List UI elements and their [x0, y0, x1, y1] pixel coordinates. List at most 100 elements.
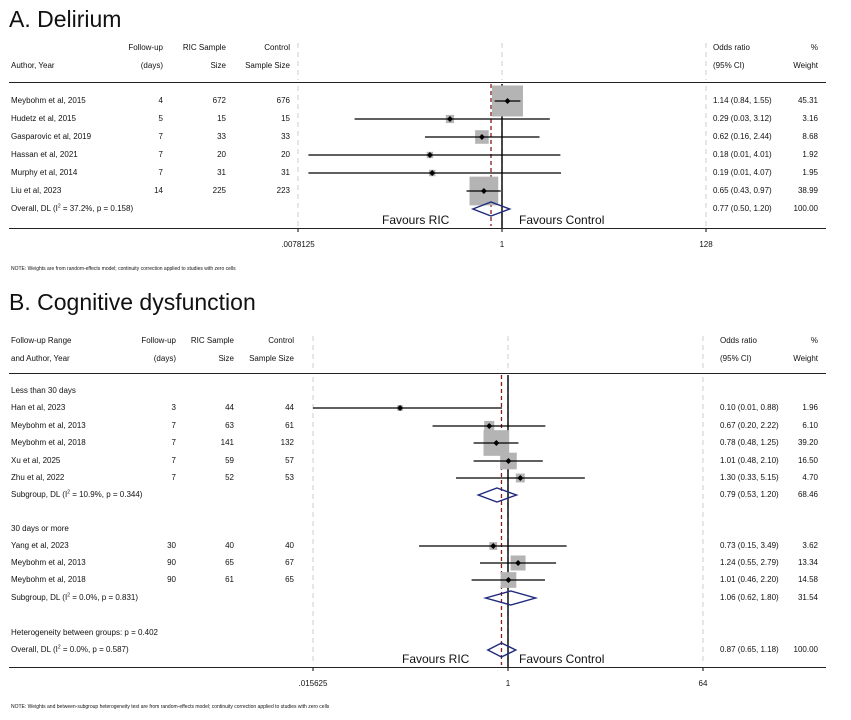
panel-b-group-0-study-weight-1: 6.10 — [802, 421, 818, 430]
panel-b-group-1-study-ci-0: 0.73 (0.15, 3.49) — [720, 541, 779, 550]
panel-b-group-0-study-point-2 — [493, 440, 500, 446]
panel-b-group-0-name: Less than 30 days — [11, 386, 76, 395]
panel-b-group-0-study-ci-2: 0.78 (0.48, 1.25) — [720, 438, 779, 447]
panel-b-group-1-subgroup-label: Subgroup, DL (I2 = 0.0%, p = 0.831) — [11, 592, 139, 602]
panel-a-study-followup-4: 7 — [158, 168, 163, 177]
panel-a-study-followup-3: 7 — [158, 150, 163, 159]
panel-b-group-0-study-ric-1: 63 — [225, 421, 234, 430]
panel-a-study-weight-2: 8.68 — [802, 132, 818, 141]
panel-b-group-1-study-point-1 — [515, 560, 522, 566]
panel-b-header-study-1: Follow-up Range — [11, 336, 72, 345]
panel-b-group-0-study-control-2: 132 — [280, 438, 294, 447]
panel-b-header-study-2: and Author, Year — [11, 354, 70, 363]
panel-b-group-1-subgroup-weight: 31.54 — [797, 593, 818, 602]
panel-a-note: NOTE: Weights are from random-effects mo… — [11, 266, 236, 272]
panel-b-group-0-study-label-3: Xu et al, 2025 — [11, 456, 61, 465]
panel-b-group-0-study-ci-4: 1.30 (0.33, 5.15) — [720, 473, 779, 482]
panel-a-study-label-3: Hassan et al, 2021 — [11, 150, 78, 159]
panel-b-group-0-study-control-1: 61 — [285, 421, 294, 430]
panel-a-study-control-5: 223 — [276, 186, 290, 195]
panel-b-group-0-study-followup-1: 7 — [171, 421, 176, 430]
panel-b-group-1-study-weight-1: 13.34 — [797, 558, 818, 567]
panel-b-group-0-study-point-0 — [397, 405, 404, 411]
panel-b-group-0-study-point-3 — [505, 458, 512, 464]
panel-a-study-control-3: 20 — [281, 150, 290, 159]
panel-b-tick-label-2: 64 — [698, 679, 708, 688]
panel-a-study-point-1 — [446, 116, 453, 122]
panel-b-group-1-study-point-2 — [505, 577, 512, 583]
panel-a-study-point-2 — [478, 134, 485, 140]
panel-b-group-1-study-control-2: 65 — [285, 575, 294, 584]
panel-a-header-ric-1: RIC Sample — [182, 43, 226, 52]
panel-b-header-control-2: Sample Size — [249, 354, 294, 363]
panel-b-group-0-study-ric-3: 59 — [225, 456, 234, 465]
panel-b-group-0-study-point-4 — [517, 475, 524, 481]
panel-b-group-0-study-label-0: Han et al, 2023 — [11, 403, 66, 412]
panel-a-header-weight-1: % — [810, 43, 818, 52]
panel-a-study-label-4: Murphy et al, 2014 — [11, 168, 78, 177]
panel-a-study-control-2: 33 — [281, 132, 290, 141]
panel-b-group-0-subgroup-weight: 68.46 — [797, 490, 818, 499]
panel-b-group-1-study-weight-0: 3.62 — [802, 541, 818, 550]
panel-b-header-ric-2: Size — [218, 354, 234, 363]
panel-a-title: A. Delirium — [9, 6, 122, 32]
panel-b-overall-diamond — [486, 642, 518, 658]
panel-b-overall-label: Overall, DL (I2 = 0.0%, p = 0.587) — [11, 644, 129, 654]
panel-b-group-1-study-followup-0: 30 — [167, 541, 176, 550]
panel-b-overall-ci: 0.87 (0.65, 1.18) — [720, 645, 779, 654]
panel-b-group-1-study-ric-0: 40 — [225, 541, 234, 550]
panel-b-group-0-subgroup-label: Subgroup, DL (I2 = 10.9%, p = 0.344) — [11, 489, 143, 499]
panel-a-study-ric-3: 20 — [217, 150, 226, 159]
panel-b-group-1-study-followup-1: 90 — [167, 558, 176, 567]
panel-b-group-1-study-point-0 — [490, 543, 497, 549]
panel-a-overall-ci: 0.77 (0.50, 1.20) — [713, 204, 772, 213]
panel-b-group-0-study-followup-0: 3 — [171, 403, 176, 412]
panel-a-study-weight-5: 38.99 — [797, 186, 818, 195]
panel-a-study-point-5 — [480, 188, 487, 194]
panel-b-group-1-study-label-2: Meybohm et al, 2018 — [11, 575, 86, 584]
panel-b-group-0-study-control-0: 44 — [285, 403, 294, 412]
panel-b-header-followup-2: (days) — [153, 354, 176, 363]
panel-a-study-control-0: 676 — [276, 96, 290, 105]
panel-a-study-followup-1: 5 — [158, 114, 163, 123]
panel-a-study-ric-5: 225 — [212, 186, 226, 195]
panel-b-header-or-2: (95% CI) — [720, 354, 752, 363]
panel-a-study-ric-1: 15 — [217, 114, 226, 123]
panel-a-favours-left: Favours RIC — [382, 213, 450, 227]
panel-b-group-0-study-weight-0: 1.96 — [802, 403, 818, 412]
panel-a-study-weight-4: 1.95 — [802, 168, 818, 177]
panel-a-study-ci-4: 0.19 (0.01, 4.07) — [713, 168, 772, 177]
panel-b-group-1-study-control-1: 67 — [285, 558, 294, 567]
panel-a-header-study-2: Author, Year — [11, 61, 55, 70]
panel-a-header-followup-1: Follow-up — [128, 43, 163, 52]
panel-a-tick-label-1: 1 — [499, 240, 505, 249]
panel-b-group-0-study-label-2: Meybohm et al, 2018 — [11, 438, 86, 447]
panel-b-group-1-study-ric-2: 61 — [225, 575, 234, 584]
panel-a-study-control-4: 31 — [281, 168, 290, 177]
panel-b-group-0-study-ric-4: 52 — [225, 473, 234, 482]
panel-a-bottom-rule — [9, 228, 826, 229]
panel-a-study-ric-0: 672 — [212, 96, 226, 105]
panel-a-study-followup-5: 14 — [154, 186, 163, 195]
panel-b-group-1-study-ric-1: 65 — [225, 558, 234, 567]
panel-a-study-ci-5: 0.65 (0.43, 0.97) — [713, 186, 772, 195]
panel-b-title: B. Cognitive dysfunction — [9, 289, 256, 315]
panel-b-group-1-subgroup-diamond — [482, 590, 539, 606]
panel-b-group-0-study-weight-3: 16.50 — [797, 456, 818, 465]
panel-b-group-0-study-ric-0: 44 — [225, 403, 234, 412]
panel-b-group-1-study-weight-2: 14.58 — [797, 575, 818, 584]
panel-b-group-0-study-label-1: Meybohm et al, 2013 — [11, 421, 86, 430]
panel-b-group-0-study-control-3: 57 — [285, 456, 294, 465]
panel-b-tick-label-0: .015625 — [298, 679, 328, 688]
panel-a-study-control-1: 15 — [281, 114, 290, 123]
panel-b-group-0-study-ric-2: 141 — [220, 438, 234, 447]
panel-b-group-0-subgroup-ci: 0.79 (0.53, 1.20) — [720, 490, 779, 499]
panel-b-group-1-study-control-0: 40 — [285, 541, 294, 550]
panel-b-group-1-subgroup-ci: 1.06 (0.62, 1.80) — [720, 593, 779, 602]
panel-a-study-point-3 — [426, 152, 433, 158]
panel-a-study-weight-3: 1.92 — [802, 150, 818, 159]
panel-b-group-0-subgroup-diamond — [476, 487, 519, 503]
panel-a-overall-weight: 100.00 — [793, 204, 818, 213]
panel-b-favours-left: Favours RIC — [402, 652, 470, 666]
